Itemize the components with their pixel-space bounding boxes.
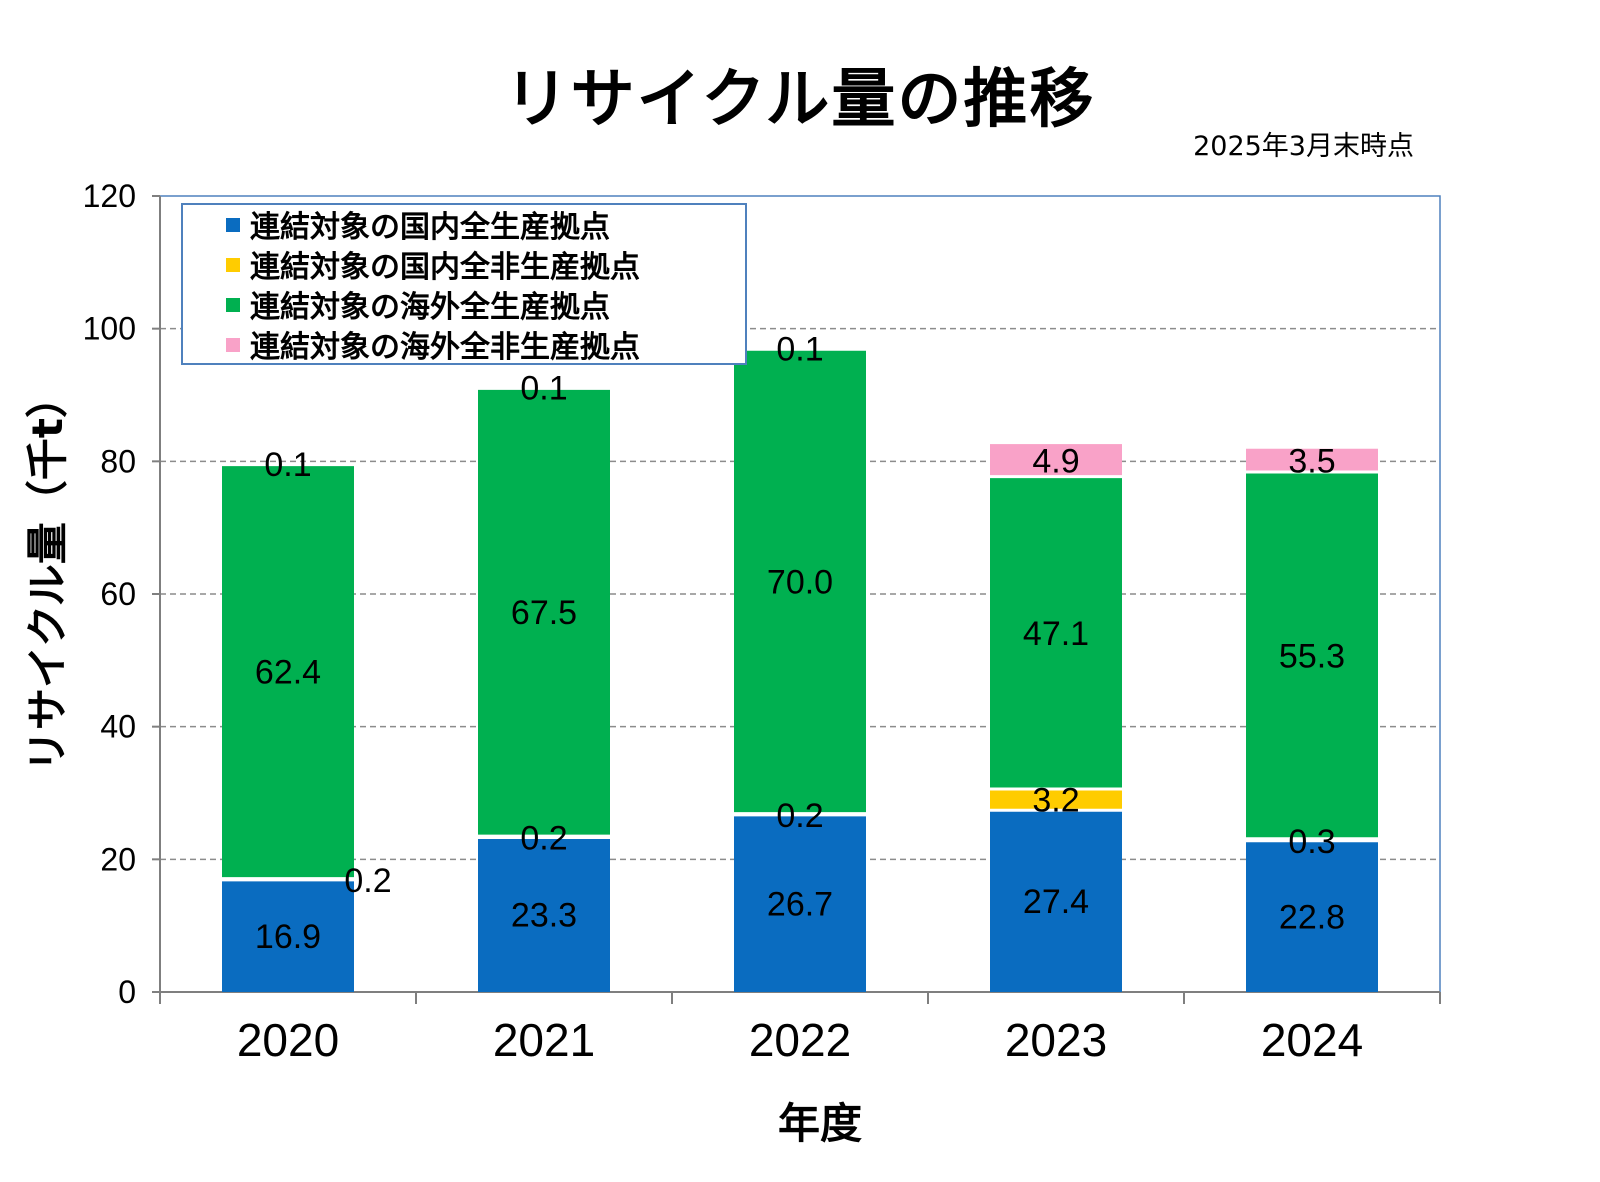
legend-box bbox=[181, 203, 747, 365]
y-tick-label: 40 bbox=[100, 709, 136, 745]
y-tick-label: 0 bbox=[118, 974, 136, 1010]
x-axis-title: 年度 bbox=[778, 1099, 862, 1148]
data-label: 4.9 bbox=[1032, 442, 1079, 480]
x-tick-label: 2021 bbox=[493, 1014, 595, 1066]
y-tick-label: 100 bbox=[83, 311, 136, 347]
data-label: 67.5 bbox=[511, 594, 577, 632]
data-label: 0.2 bbox=[776, 797, 823, 835]
legend-label: 連結対象の海外全非生産拠点 bbox=[250, 330, 640, 365]
bar-segment bbox=[990, 810, 1122, 992]
data-label: 23.3 bbox=[511, 897, 577, 935]
data-label: 0.3 bbox=[1288, 823, 1335, 861]
legend-label: 連結対象の国内全非生産拠点 bbox=[250, 250, 640, 285]
data-label: 55.3 bbox=[1279, 637, 1345, 675]
legend-swatch bbox=[226, 338, 240, 352]
legend-swatch bbox=[226, 218, 240, 232]
bar-segment bbox=[734, 349, 866, 814]
x-tick-label: 2024 bbox=[1261, 1014, 1363, 1066]
data-label: 47.1 bbox=[1023, 615, 1089, 653]
bar-segment bbox=[222, 464, 354, 879]
bar-segment bbox=[222, 879, 354, 992]
bar-segment bbox=[990, 476, 1122, 790]
x-tick-label: 2022 bbox=[749, 1014, 851, 1066]
data-label: 27.4 bbox=[1023, 883, 1089, 921]
bar-segment bbox=[990, 789, 1122, 811]
bar-segment bbox=[1246, 471, 1378, 839]
bar-segment bbox=[1246, 448, 1378, 472]
y-tick-label: 80 bbox=[100, 443, 136, 479]
legend-label: 連結対象の国内全生産拠点 bbox=[250, 210, 610, 245]
data-label: 0.1 bbox=[520, 370, 567, 408]
data-label: 16.9 bbox=[255, 918, 321, 956]
legend-label: 連結対象の海外全生産拠点 bbox=[250, 290, 610, 325]
data-label: 3.2 bbox=[1032, 782, 1079, 820]
y-tick-label: 20 bbox=[100, 841, 136, 877]
bar-segment bbox=[734, 814, 866, 992]
x-tick-label: 2020 bbox=[237, 1014, 339, 1066]
data-label: 70.0 bbox=[767, 563, 833, 601]
data-label: 0.2 bbox=[344, 862, 391, 900]
bar-segment bbox=[1246, 840, 1378, 992]
x-tick-label: 2023 bbox=[1005, 1014, 1107, 1066]
data-label: 22.8 bbox=[1279, 898, 1345, 936]
legend-swatch bbox=[226, 298, 240, 312]
y-axis-title: リサイクル量（千t） bbox=[23, 376, 72, 772]
y-tick-label: 60 bbox=[100, 576, 136, 612]
data-label: 0.1 bbox=[776, 331, 823, 369]
bar-segment bbox=[478, 388, 610, 837]
data-label: 3.5 bbox=[1288, 442, 1335, 480]
data-label: 0.1 bbox=[264, 446, 311, 484]
bar-segment bbox=[990, 444, 1122, 477]
y-tick-label: 120 bbox=[83, 178, 136, 214]
as-of-date: 2025年3月末時点 bbox=[1193, 131, 1414, 162]
bar-segment bbox=[478, 837, 610, 992]
data-label: 0.2 bbox=[520, 819, 567, 857]
chart-title: リサイクル量の推移 bbox=[504, 63, 1096, 137]
data-label: 62.4 bbox=[255, 654, 321, 692]
legend-swatch bbox=[226, 258, 240, 272]
data-label: 26.7 bbox=[767, 885, 833, 923]
